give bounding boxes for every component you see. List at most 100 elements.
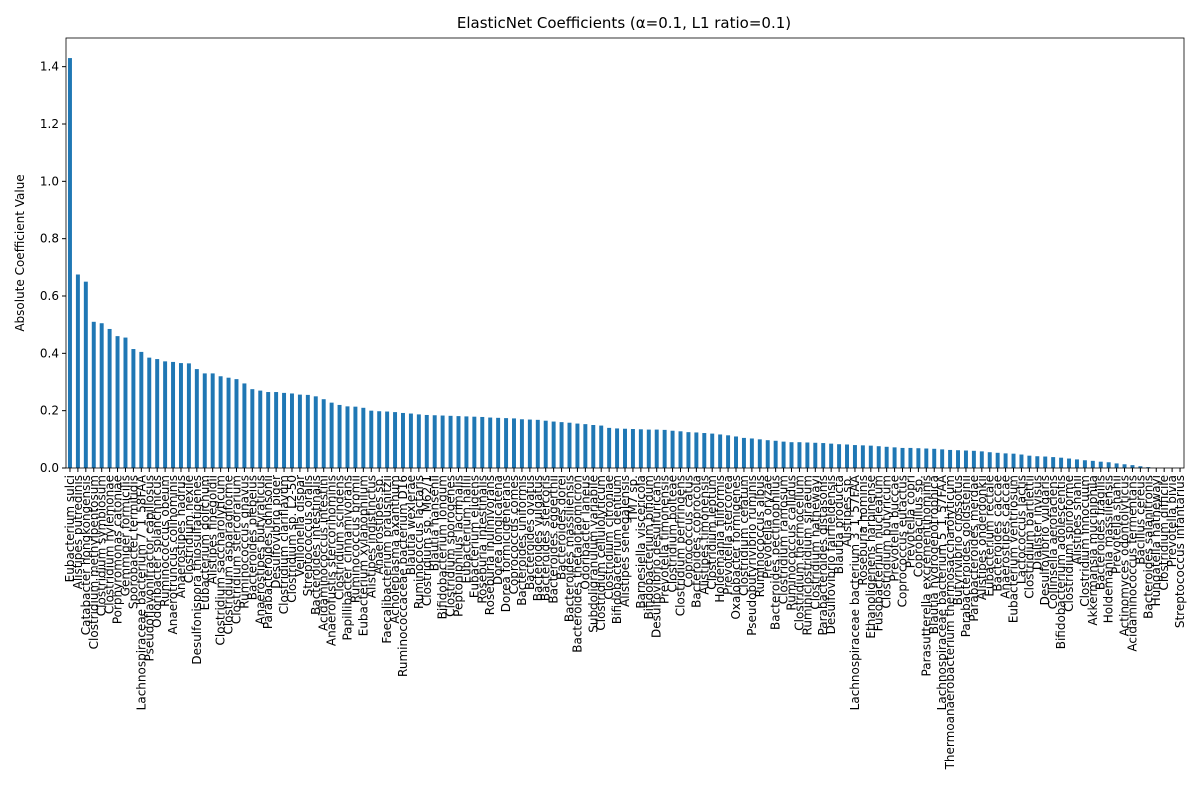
x-tick-label: Blautia hydrogenotrophica [927, 475, 941, 634]
x-tick-label: Bifidobacterium bifidum [642, 475, 656, 620]
x-tick-label: Pseudobutyrivibrio ruminis [745, 475, 759, 636]
x-tick-label: Alistipes indistinctus [364, 475, 378, 598]
x-tick-label: Bacteroides dorei [555, 475, 569, 580]
bar [1082, 460, 1087, 468]
x-tick-label: Bacteroides fragilis [1094, 475, 1108, 590]
x-tick-label: Bacteroides ovatus [523, 475, 537, 590]
bar [1138, 466, 1143, 468]
x-tick-label: Blautia producta [832, 475, 846, 574]
x-tick-label: Clostridium perfringens [674, 475, 688, 616]
x-tick-label: Desulfonispora thiosulfatigenes [190, 475, 204, 665]
x-tick-label: Clostridium stercorarium [229, 475, 243, 624]
x-tick-label: Anaerostipes hadrus [174, 475, 188, 598]
bar [337, 404, 342, 468]
bar [345, 406, 350, 468]
x-tick-label: Eubacterium sulci [63, 475, 77, 582]
bar [821, 443, 826, 468]
bar [1090, 460, 1095, 468]
x-tick-label: Clostridium spiroforme [1062, 475, 1076, 612]
bar [155, 359, 160, 468]
x-tick-label: Blautia wexlerae [404, 475, 418, 575]
x-tick-label: Clostridium leptum [705, 475, 719, 590]
bar [178, 363, 183, 468]
bar [234, 379, 239, 468]
x-tick-label: Lachnospiraceae bacterium 7_1_58FAA [134, 474, 148, 710]
bar [694, 432, 699, 468]
bar [1122, 464, 1127, 468]
y-axis-label: Absolute Coefficient Value [13, 174, 27, 331]
x-tick-label: Anaerostipes sp. [372, 475, 386, 575]
bar [971, 450, 976, 468]
x-tick-label: Clostridium hylemonae [103, 475, 117, 614]
bar [202, 373, 207, 468]
x-tick-label: Clostridium innocuum [1078, 475, 1092, 607]
bar [852, 445, 857, 468]
x-tick-label: Bacteroides massiliensis [562, 475, 576, 622]
bar [67, 58, 72, 469]
bar [924, 448, 929, 468]
x-tick-label: Clostridium bolteae [666, 475, 680, 592]
bar [686, 432, 691, 468]
x-tick-label: Desulfovibrio fairfieldensis [824, 475, 838, 634]
bar [472, 416, 477, 468]
x-tick-label: Alistipes shahii [1070, 475, 1084, 565]
x-tick-label: Dorea longicatena [491, 475, 505, 585]
bar [1011, 453, 1016, 468]
x-tick-label: Bacteroides stercoris [539, 475, 553, 601]
bar [401, 412, 405, 468]
bar [963, 450, 968, 468]
x-tick-label: Lactococcus lactis [1014, 475, 1028, 584]
bar [107, 328, 112, 468]
x-tick-label: Odoribacter laneus [578, 475, 592, 590]
x-tick-label: Clostridium clariflavum [277, 475, 291, 614]
x-tick-label: Fusobacterium nucleatum [872, 475, 886, 631]
x-tick-label: Bacteroides eggerthii [547, 475, 561, 604]
x-tick-label: Eubacterium ventriosum [1007, 475, 1021, 623]
bar [1003, 453, 1008, 468]
bar [845, 444, 849, 468]
bar [1019, 454, 1024, 468]
x-tick-label: Bacteroides pectinophilus [769, 475, 783, 630]
x-tick-label: Clostridium asparagiforme [222, 475, 236, 635]
bar [218, 376, 223, 468]
bar [654, 429, 659, 468]
bar [480, 416, 485, 468]
x-tick-label: Porphyromonas catoniae [111, 475, 125, 624]
bar [781, 441, 786, 468]
bar [226, 377, 231, 468]
x-tick-label: Parabacteroides goldsteinii [959, 475, 973, 637]
x-tick-label: Lachnospiraceae bacterium 5_1_57FAA [935, 474, 949, 710]
x-tick-label: Parabacteroides johnsonii [261, 475, 275, 629]
plot-frame [65, 37, 1185, 469]
x-tick-label: Prevotella copri [903, 475, 917, 568]
bar [464, 416, 469, 468]
bar [1074, 459, 1079, 468]
x-tick-label: Ruminiclostridium siraeum [800, 475, 814, 635]
x-tick-label: Bacteroides caccae [991, 475, 1005, 592]
x-tick-label: TM7 sp. [626, 475, 640, 523]
bar [321, 399, 326, 468]
bar [289, 393, 294, 468]
bar [1043, 456, 1048, 468]
bar [662, 429, 667, 468]
bar [504, 418, 509, 468]
bar [908, 447, 913, 468]
bar [83, 281, 88, 468]
x-tick-label: Roseburia intestinalis [475, 475, 489, 604]
x-tick-label: Clostridium sp. M62/1 [420, 475, 434, 606]
bar [1059, 457, 1064, 468]
bar [567, 422, 572, 468]
bar [559, 422, 564, 468]
bar [305, 394, 310, 468]
bar [916, 448, 921, 468]
x-tick-label: Sporobacter termitidis [126, 475, 140, 609]
x-tick-label: Desulfovibrio desulfuricans [650, 475, 664, 638]
x-tick-label: Alistipes finegoldii [206, 475, 220, 584]
bar [1098, 461, 1103, 468]
x-tick-label: Bacteroides uniformis [515, 475, 529, 606]
x-tick-label: Bifidobacterium adolescentis [1054, 475, 1068, 649]
x-tick-label: Hungatella hathewayi [1149, 475, 1163, 606]
bar [607, 427, 612, 468]
bar [591, 425, 596, 468]
bar [171, 361, 176, 468]
